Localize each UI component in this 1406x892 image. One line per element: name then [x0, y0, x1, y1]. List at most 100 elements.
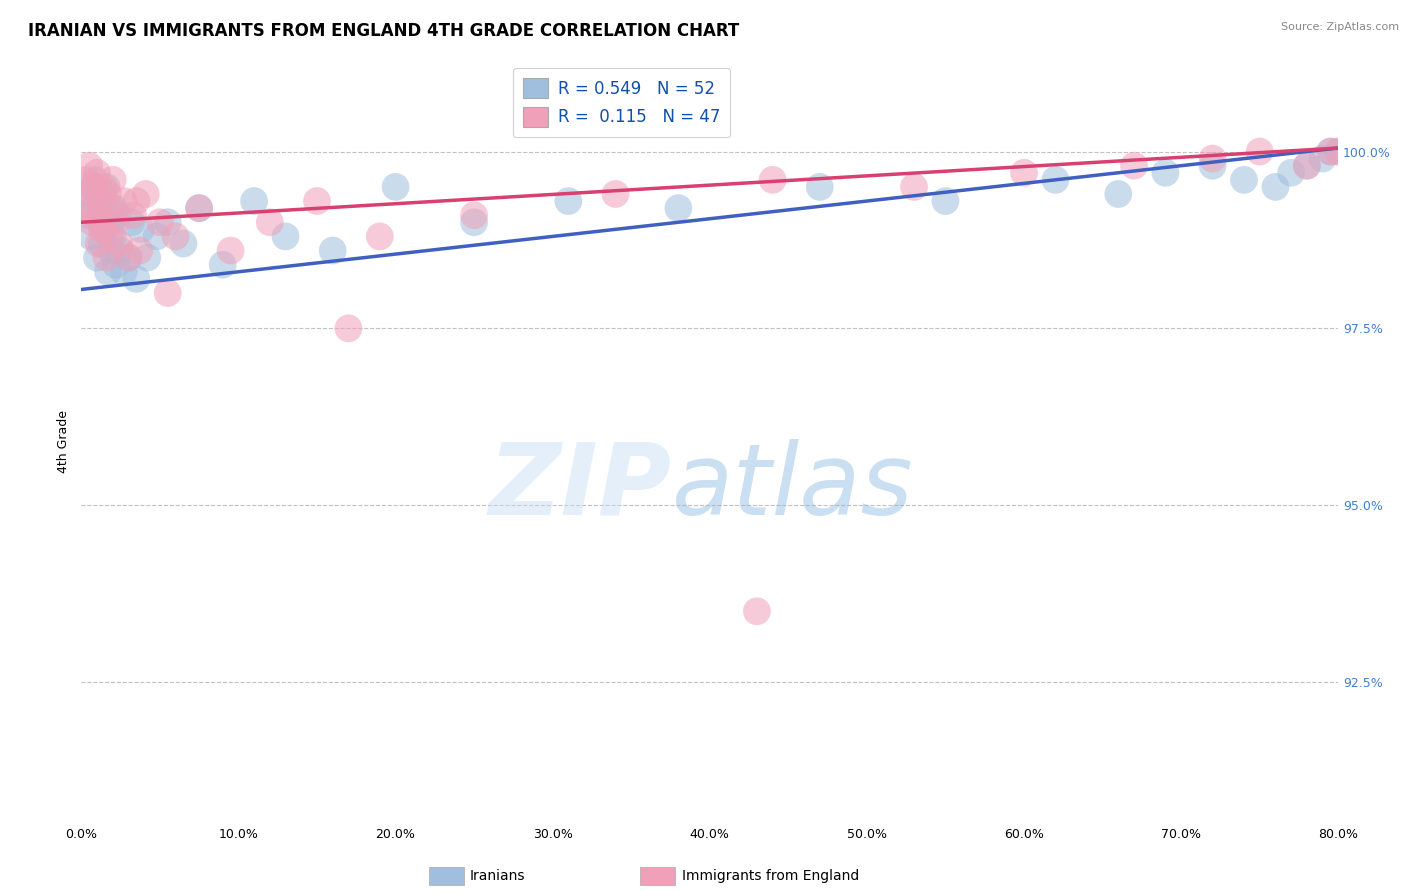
Point	[384, 180, 406, 194]
Point	[76, 201, 98, 215]
Point	[91, 180, 114, 194]
Point	[1327, 145, 1350, 159]
Point	[101, 229, 124, 244]
Point	[94, 222, 117, 236]
Point	[762, 173, 785, 187]
Point	[1319, 145, 1341, 159]
Point	[1123, 159, 1146, 173]
Point	[808, 180, 831, 194]
Point	[108, 236, 131, 251]
Point	[1327, 145, 1350, 159]
Point	[934, 194, 956, 208]
Point	[605, 186, 627, 201]
Point	[165, 229, 187, 244]
Point	[110, 244, 132, 258]
Point	[103, 201, 125, 215]
Point	[98, 215, 121, 229]
Point	[1045, 173, 1067, 187]
Point	[122, 208, 145, 222]
Point	[112, 194, 135, 208]
Point	[86, 251, 108, 265]
Point	[1154, 166, 1177, 180]
Point	[1279, 166, 1302, 180]
Point	[243, 194, 266, 208]
Point	[136, 251, 159, 265]
Point	[107, 208, 129, 222]
Point	[1201, 159, 1223, 173]
Point	[104, 215, 127, 229]
Point	[89, 215, 111, 229]
Text: ZIP: ZIP	[489, 439, 672, 536]
Point	[149, 215, 172, 229]
Point	[84, 173, 107, 187]
Point	[89, 194, 111, 208]
Point	[1201, 152, 1223, 166]
Legend: R = 0.549   N = 52, R =  0.115   N = 47: R = 0.549 N = 52, R = 0.115 N = 47	[513, 68, 731, 137]
Text: atlas: atlas	[672, 439, 914, 536]
Point	[121, 215, 143, 229]
Point	[156, 215, 179, 229]
Point	[125, 194, 148, 208]
Point	[666, 201, 689, 215]
Point	[96, 180, 118, 194]
Point	[156, 285, 179, 300]
Point	[80, 186, 103, 201]
Point	[368, 229, 391, 244]
Point	[96, 251, 118, 265]
Point	[903, 180, 925, 194]
Point	[211, 258, 233, 272]
Text: Immigrants from England: Immigrants from England	[682, 869, 859, 883]
Point	[77, 159, 100, 173]
Point	[77, 208, 100, 222]
Point	[188, 201, 211, 215]
Point	[91, 186, 114, 201]
Point	[86, 166, 108, 180]
Point	[100, 201, 122, 215]
Text: Iranians: Iranians	[470, 869, 524, 883]
Point	[259, 215, 281, 229]
Point	[557, 194, 579, 208]
Point	[76, 186, 98, 201]
Point	[101, 173, 124, 187]
Y-axis label: 4th Grade: 4th Grade	[58, 410, 70, 473]
Point	[1249, 145, 1271, 159]
Point	[1295, 159, 1317, 173]
Point	[1295, 159, 1317, 173]
Point	[82, 215, 104, 229]
Point	[322, 244, 344, 258]
Point	[135, 186, 157, 201]
Point	[145, 229, 167, 244]
Point	[1012, 166, 1035, 180]
Point	[1319, 145, 1341, 159]
Point	[128, 244, 150, 258]
Point	[1312, 152, 1334, 166]
Point	[117, 251, 139, 265]
Point	[274, 229, 297, 244]
Point	[75, 173, 97, 187]
Point	[87, 236, 110, 251]
Point	[172, 236, 194, 251]
Point	[129, 222, 152, 236]
Point	[117, 251, 139, 265]
Point	[90, 236, 112, 251]
Point	[97, 265, 120, 279]
Point	[1264, 180, 1286, 194]
Point	[463, 208, 485, 222]
Point	[82, 180, 104, 194]
Point	[104, 258, 127, 272]
Point	[100, 244, 122, 258]
Point	[112, 265, 135, 279]
Point	[219, 244, 242, 258]
Text: Source: ZipAtlas.com: Source: ZipAtlas.com	[1281, 22, 1399, 32]
Point	[337, 321, 360, 335]
Point	[1107, 186, 1129, 201]
Point	[90, 222, 112, 236]
Point	[84, 208, 107, 222]
Point	[1233, 173, 1256, 187]
Point	[188, 201, 211, 215]
Point	[83, 201, 105, 215]
Point	[80, 229, 103, 244]
Point	[98, 229, 121, 244]
Point	[97, 186, 120, 201]
Point	[305, 194, 328, 208]
